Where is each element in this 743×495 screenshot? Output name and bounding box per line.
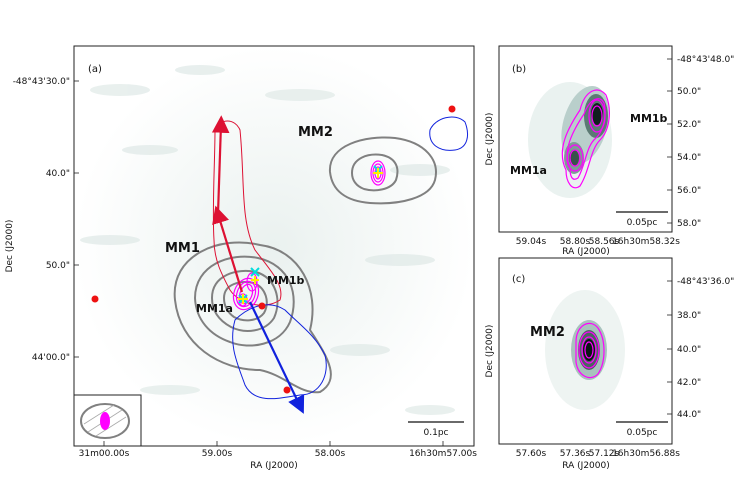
- red-outflow-arrow-2: [211, 115, 230, 215]
- panel-b-xtick: 59.04s: [516, 237, 547, 247]
- panel-c-ytick: 44.0": [677, 410, 701, 420]
- blueshifted-outflow-contour: [232, 304, 327, 400]
- panel-a-xtick: 31m00.00s: [79, 449, 130, 459]
- panel-a-noise: [80, 65, 455, 415]
- panel-a-xtick: 59.00s: [202, 449, 233, 459]
- mm2-continuum-contours: [328, 136, 437, 205]
- panel-b-ytick: 58.0": [677, 219, 701, 229]
- panel-a-label: (a): [88, 64, 102, 75]
- panel-c-xtick: 16h30m56.88s: [612, 449, 680, 459]
- panel-a-ytick: -48°43'30.0": [13, 77, 70, 87]
- panel-c-scalebar-label: 0.05pc: [627, 428, 658, 438]
- source-label-mm1b: MM1b: [630, 112, 668, 125]
- mm1a-marker: [238, 294, 248, 304]
- panel-b-ytick: 50.0": [677, 87, 701, 97]
- source-label-mm2: MM2: [298, 125, 333, 140]
- panel-a-frame: [73, 45, 475, 447]
- red-dot: [258, 302, 266, 310]
- panel-b-scalebar-label: 0.05pc: [627, 218, 658, 228]
- mm2-marker: [373, 165, 383, 178]
- red-dot: [283, 386, 291, 394]
- panel-c: (c) MM2 0.05pc 57.60s 57.36s 57.12s 16h3…: [485, 257, 734, 471]
- panel-c-ytick: 42.0": [677, 378, 701, 388]
- panel-c-xlabel: RA (J2000): [562, 461, 610, 471]
- panel-b-xlabel: RA (J2000): [562, 247, 610, 257]
- panel-a-ticks: [74, 80, 444, 446]
- panel-c-ylabel: Dec (J2000): [485, 325, 495, 378]
- panel-b-xtick: 58.56s: [589, 237, 620, 247]
- panel-c-ticks: [667, 280, 672, 415]
- panel-a-xtick: 58.00s: [315, 449, 346, 459]
- panel-b-ytick: 56.0": [677, 186, 701, 196]
- panel-b-label: (b): [512, 64, 526, 75]
- red-outflow-arrow: [212, 205, 244, 293]
- blueshifted-outflow-contour-mm2: [429, 116, 468, 151]
- panel-c-ytick: 38.0": [677, 311, 701, 321]
- panel-b: (b) MM1a MM1b 0.05pc 59.04s 58.80s 58.56…: [485, 45, 734, 257]
- panel-a-ytick: 50.0": [46, 261, 70, 271]
- red-dot: [91, 295, 99, 303]
- panel-a-ytick: 40.0": [46, 169, 70, 179]
- redshifted-outflow-contour: [212, 120, 282, 306]
- panel-c-ytick: 40.0": [677, 345, 701, 355]
- panel-c-xtick: 57.12s: [589, 449, 620, 459]
- panel-a-ytick: 44'00.0": [32, 353, 70, 363]
- red-dots: [91, 105, 456, 394]
- panel-a: (a): [5, 45, 477, 471]
- panel-b-ticks: [667, 58, 672, 224]
- panel-a-xlabel: RA (J2000): [250, 461, 298, 471]
- blue-outflow-arrow: [249, 301, 305, 414]
- mm1b-marker: [250, 267, 260, 284]
- source-label-mm2: MM2: [530, 325, 565, 340]
- source-label-mm1: MM1: [165, 241, 200, 256]
- panel-b-ytick: 54.0": [677, 153, 701, 163]
- panel-b-ytick: 52.0": [677, 120, 701, 130]
- panel-b-ytick: -48°43'48.0": [677, 55, 734, 65]
- panel-b-xtick: 16h30m58.32s: [612, 237, 680, 247]
- source-label-mm1a: MM1a: [196, 302, 233, 315]
- red-dot: [448, 105, 456, 113]
- panel-c-xtick: 57.60s: [516, 449, 547, 459]
- panel-a-scalebar-label: 0.1pc: [424, 428, 449, 438]
- source-label-mm1a: MM1a: [510, 164, 547, 177]
- beam-inset: [73, 394, 142, 447]
- panel-c-label: (c): [512, 274, 525, 285]
- panel-c-ytick: -48°43'36.0": [677, 277, 734, 287]
- panel-c-xtick: 57.36s: [560, 449, 591, 459]
- panel-b-ylabel: Dec (J2000): [485, 113, 495, 166]
- source-label-mm1b: MM1b: [267, 274, 305, 287]
- panel-c-contours: [575, 322, 605, 379]
- panel-a-xtick: 16h30m57.00s: [409, 449, 477, 459]
- panel-a-ylabel: Dec (J2000): [5, 220, 15, 273]
- panel-b-contours: [561, 89, 610, 189]
- panel-b-xtick: 58.80s: [560, 237, 591, 247]
